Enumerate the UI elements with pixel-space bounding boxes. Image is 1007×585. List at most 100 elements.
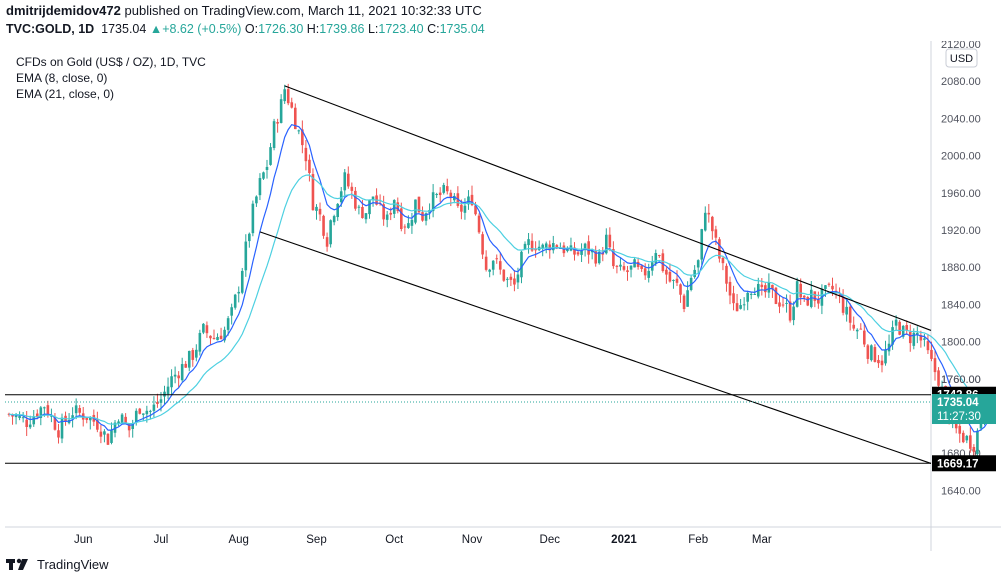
chart-area[interactable]: 1640.001680.001720.001760.001800.001840.… <box>5 39 1001 551</box>
candle-body <box>39 407 43 419</box>
candle-body <box>548 244 552 251</box>
candle-body <box>346 173 350 187</box>
candle-body <box>385 214 389 220</box>
candle-body <box>647 270 651 278</box>
candle-body <box>343 172 347 191</box>
candle-body <box>262 172 265 179</box>
candle-body <box>138 408 142 414</box>
x-tick-label: Sep <box>306 534 326 546</box>
candle-body <box>658 255 661 257</box>
candle-body <box>778 302 781 307</box>
candle-body <box>884 349 887 364</box>
open-value: 1726.30 <box>258 22 304 36</box>
candle-body <box>700 229 704 260</box>
candle-body <box>855 329 859 332</box>
candle-body <box>339 191 343 203</box>
candle-body <box>721 257 725 264</box>
author-name[interactable]: dmitrijdemidov472 <box>6 3 121 18</box>
candle-body <box>926 341 930 351</box>
candle-body <box>269 147 272 165</box>
candle-body <box>969 435 972 449</box>
candle-body <box>477 215 481 233</box>
candle-body <box>732 293 735 304</box>
candle-body <box>460 204 463 212</box>
candle-body <box>152 404 156 411</box>
candle-body <box>693 269 696 278</box>
candle-body <box>506 278 509 280</box>
y-tick-label: 2080.00 <box>941 76 981 88</box>
candle-body <box>541 244 544 249</box>
candle-body <box>304 147 308 162</box>
candle-body <box>96 420 99 430</box>
candle-body <box>788 301 792 321</box>
candle-body <box>336 203 339 218</box>
candle-body <box>979 423 983 429</box>
candle-body <box>764 285 767 293</box>
candle-body <box>28 424 32 428</box>
candle-body <box>841 296 845 313</box>
candle-body <box>686 290 689 307</box>
candle-body <box>421 212 424 221</box>
candle-body <box>495 258 499 260</box>
candle-body <box>491 260 495 270</box>
candle-body <box>361 206 364 219</box>
candle-body <box>573 247 576 255</box>
candle-body <box>32 416 36 425</box>
candle-body <box>240 270 244 293</box>
candle-body <box>672 279 675 281</box>
candle-body <box>449 192 453 198</box>
candle-body <box>806 297 810 306</box>
candle-body <box>728 281 732 296</box>
candle-body <box>580 250 583 255</box>
candle-body <box>668 271 672 282</box>
price-chart[interactable]: 1640.001680.001720.001760.001800.001840.… <box>5 39 1001 551</box>
candle-body <box>166 386 170 395</box>
candle-body <box>251 203 255 234</box>
y-tick-label: 1960.00 <box>941 188 981 200</box>
candle-body <box>725 265 728 284</box>
high-label: H: <box>306 22 320 36</box>
candle-body <box>467 196 470 205</box>
candle-body <box>410 219 414 226</box>
candle-body <box>887 343 891 352</box>
candle-body <box>711 216 714 232</box>
publish-info: published on TradingView.com, March 11, … <box>124 3 482 18</box>
candle-body <box>527 239 530 246</box>
candle-body <box>608 234 612 248</box>
candle-body <box>389 212 393 215</box>
candle-body <box>972 446 976 452</box>
candle-body <box>106 433 110 445</box>
candle-body <box>216 336 219 341</box>
candle-body <box>583 243 587 250</box>
candle-body <box>481 234 484 255</box>
candle-body <box>859 328 863 330</box>
candle-body <box>590 250 594 253</box>
symbol-label: TVC:GOLD, 1D <box>6 22 95 36</box>
candle-body <box>396 202 400 212</box>
chart-legend: CFDs on Gold (US$ / OZ), 1D, TVC EMA (8,… <box>16 54 206 102</box>
candle-body <box>403 226 407 228</box>
candle-body <box>831 285 834 290</box>
candle-body <box>795 281 799 307</box>
candle-body <box>696 260 700 268</box>
candle-body <box>824 285 827 289</box>
candle-body <box>322 215 325 236</box>
candle-body <box>187 350 191 368</box>
legend-ema21[interactable]: EMA (21, close, 0) <box>16 87 115 101</box>
candle-body <box>205 325 209 334</box>
candle-body <box>350 186 354 191</box>
candle-body <box>14 415 18 418</box>
x-tick-label: 2021 <box>611 534 637 546</box>
legend-ema8[interactable]: EMA (8, close, 0) <box>16 71 108 85</box>
candle-body <box>961 432 965 443</box>
candle-body <box>965 435 969 441</box>
candle-body <box>283 89 286 102</box>
candle-body <box>894 319 898 326</box>
tradingview-logo-icon <box>6 558 28 570</box>
brand-name[interactable]: TradingView <box>37 556 109 572</box>
candle-body <box>873 347 877 362</box>
candle-body <box>124 416 127 423</box>
candle-body <box>513 278 516 285</box>
candle-body <box>534 248 537 251</box>
candle-body <box>134 410 138 423</box>
